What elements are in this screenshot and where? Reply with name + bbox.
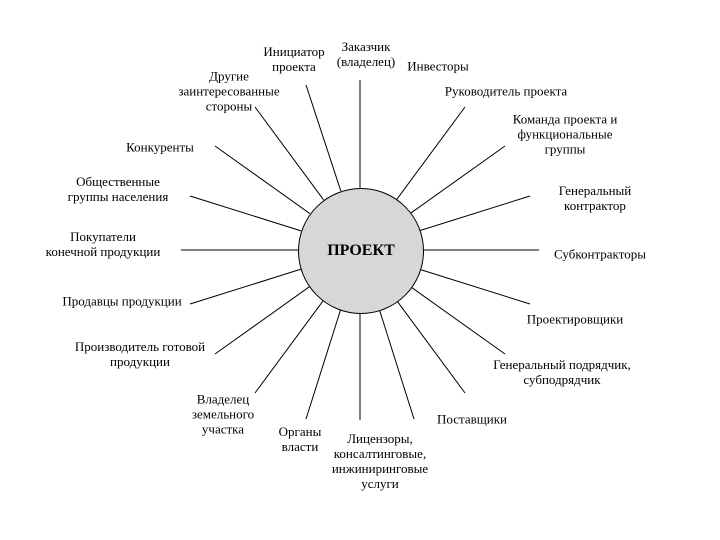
- diagram-stage: ПРОЕКТ Заказчик (владелец)Инициатор прое…: [0, 0, 720, 540]
- spoke-label: Конкуренты: [126, 141, 194, 156]
- spoke-line: [190, 196, 301, 231]
- spoke-label: Поставщики: [437, 413, 507, 428]
- spoke-label: Лицензоры, консалтинговые, инжиниринговы…: [332, 432, 428, 492]
- spoke-line: [419, 196, 530, 231]
- spoke-line: [419, 269, 530, 304]
- spoke-label: Покупатели конечной продукции: [46, 230, 161, 260]
- spoke-line: [306, 309, 341, 419]
- spoke-line: [255, 300, 324, 393]
- spoke-line: [255, 107, 324, 200]
- spoke-label: Генеральный подрядчик, субподрядчик: [493, 358, 631, 388]
- spoke-line: [396, 300, 465, 393]
- spoke-label: Проектировщики: [527, 313, 623, 328]
- spoke-line: [379, 309, 414, 419]
- spoke-label: Производитель готовой продукции: [75, 340, 205, 370]
- spoke-label: Владелец земельного участка: [192, 393, 254, 438]
- spoke-line: [396, 107, 465, 200]
- spoke-line: [410, 286, 505, 354]
- center-node: ПРОЕКТ: [298, 188, 424, 314]
- spoke-label: Органы власти: [279, 425, 322, 455]
- spoke-label: Другие заинтересованные стороны: [178, 70, 279, 115]
- center-label: ПРОЕКТ: [327, 242, 395, 260]
- spoke-line: [306, 85, 341, 191]
- spoke-label: Генеральный контрактор: [559, 184, 631, 214]
- spoke-line: [215, 146, 310, 214]
- spoke-line: [190, 269, 301, 304]
- spoke-label: Субконтракторы: [554, 248, 646, 263]
- spoke-label: Продавцы продукции: [62, 295, 181, 310]
- spoke-label: Инвесторы: [407, 60, 469, 75]
- spoke-line: [215, 286, 310, 354]
- spoke-label: Команда проекта и функциональные группы: [513, 113, 618, 158]
- spoke-label: Общественные группы населения: [68, 175, 169, 205]
- spoke-label: Руководитель проекта: [445, 85, 567, 100]
- spoke-label: Заказчик (владелец): [337, 40, 395, 70]
- spoke-line: [410, 146, 505, 214]
